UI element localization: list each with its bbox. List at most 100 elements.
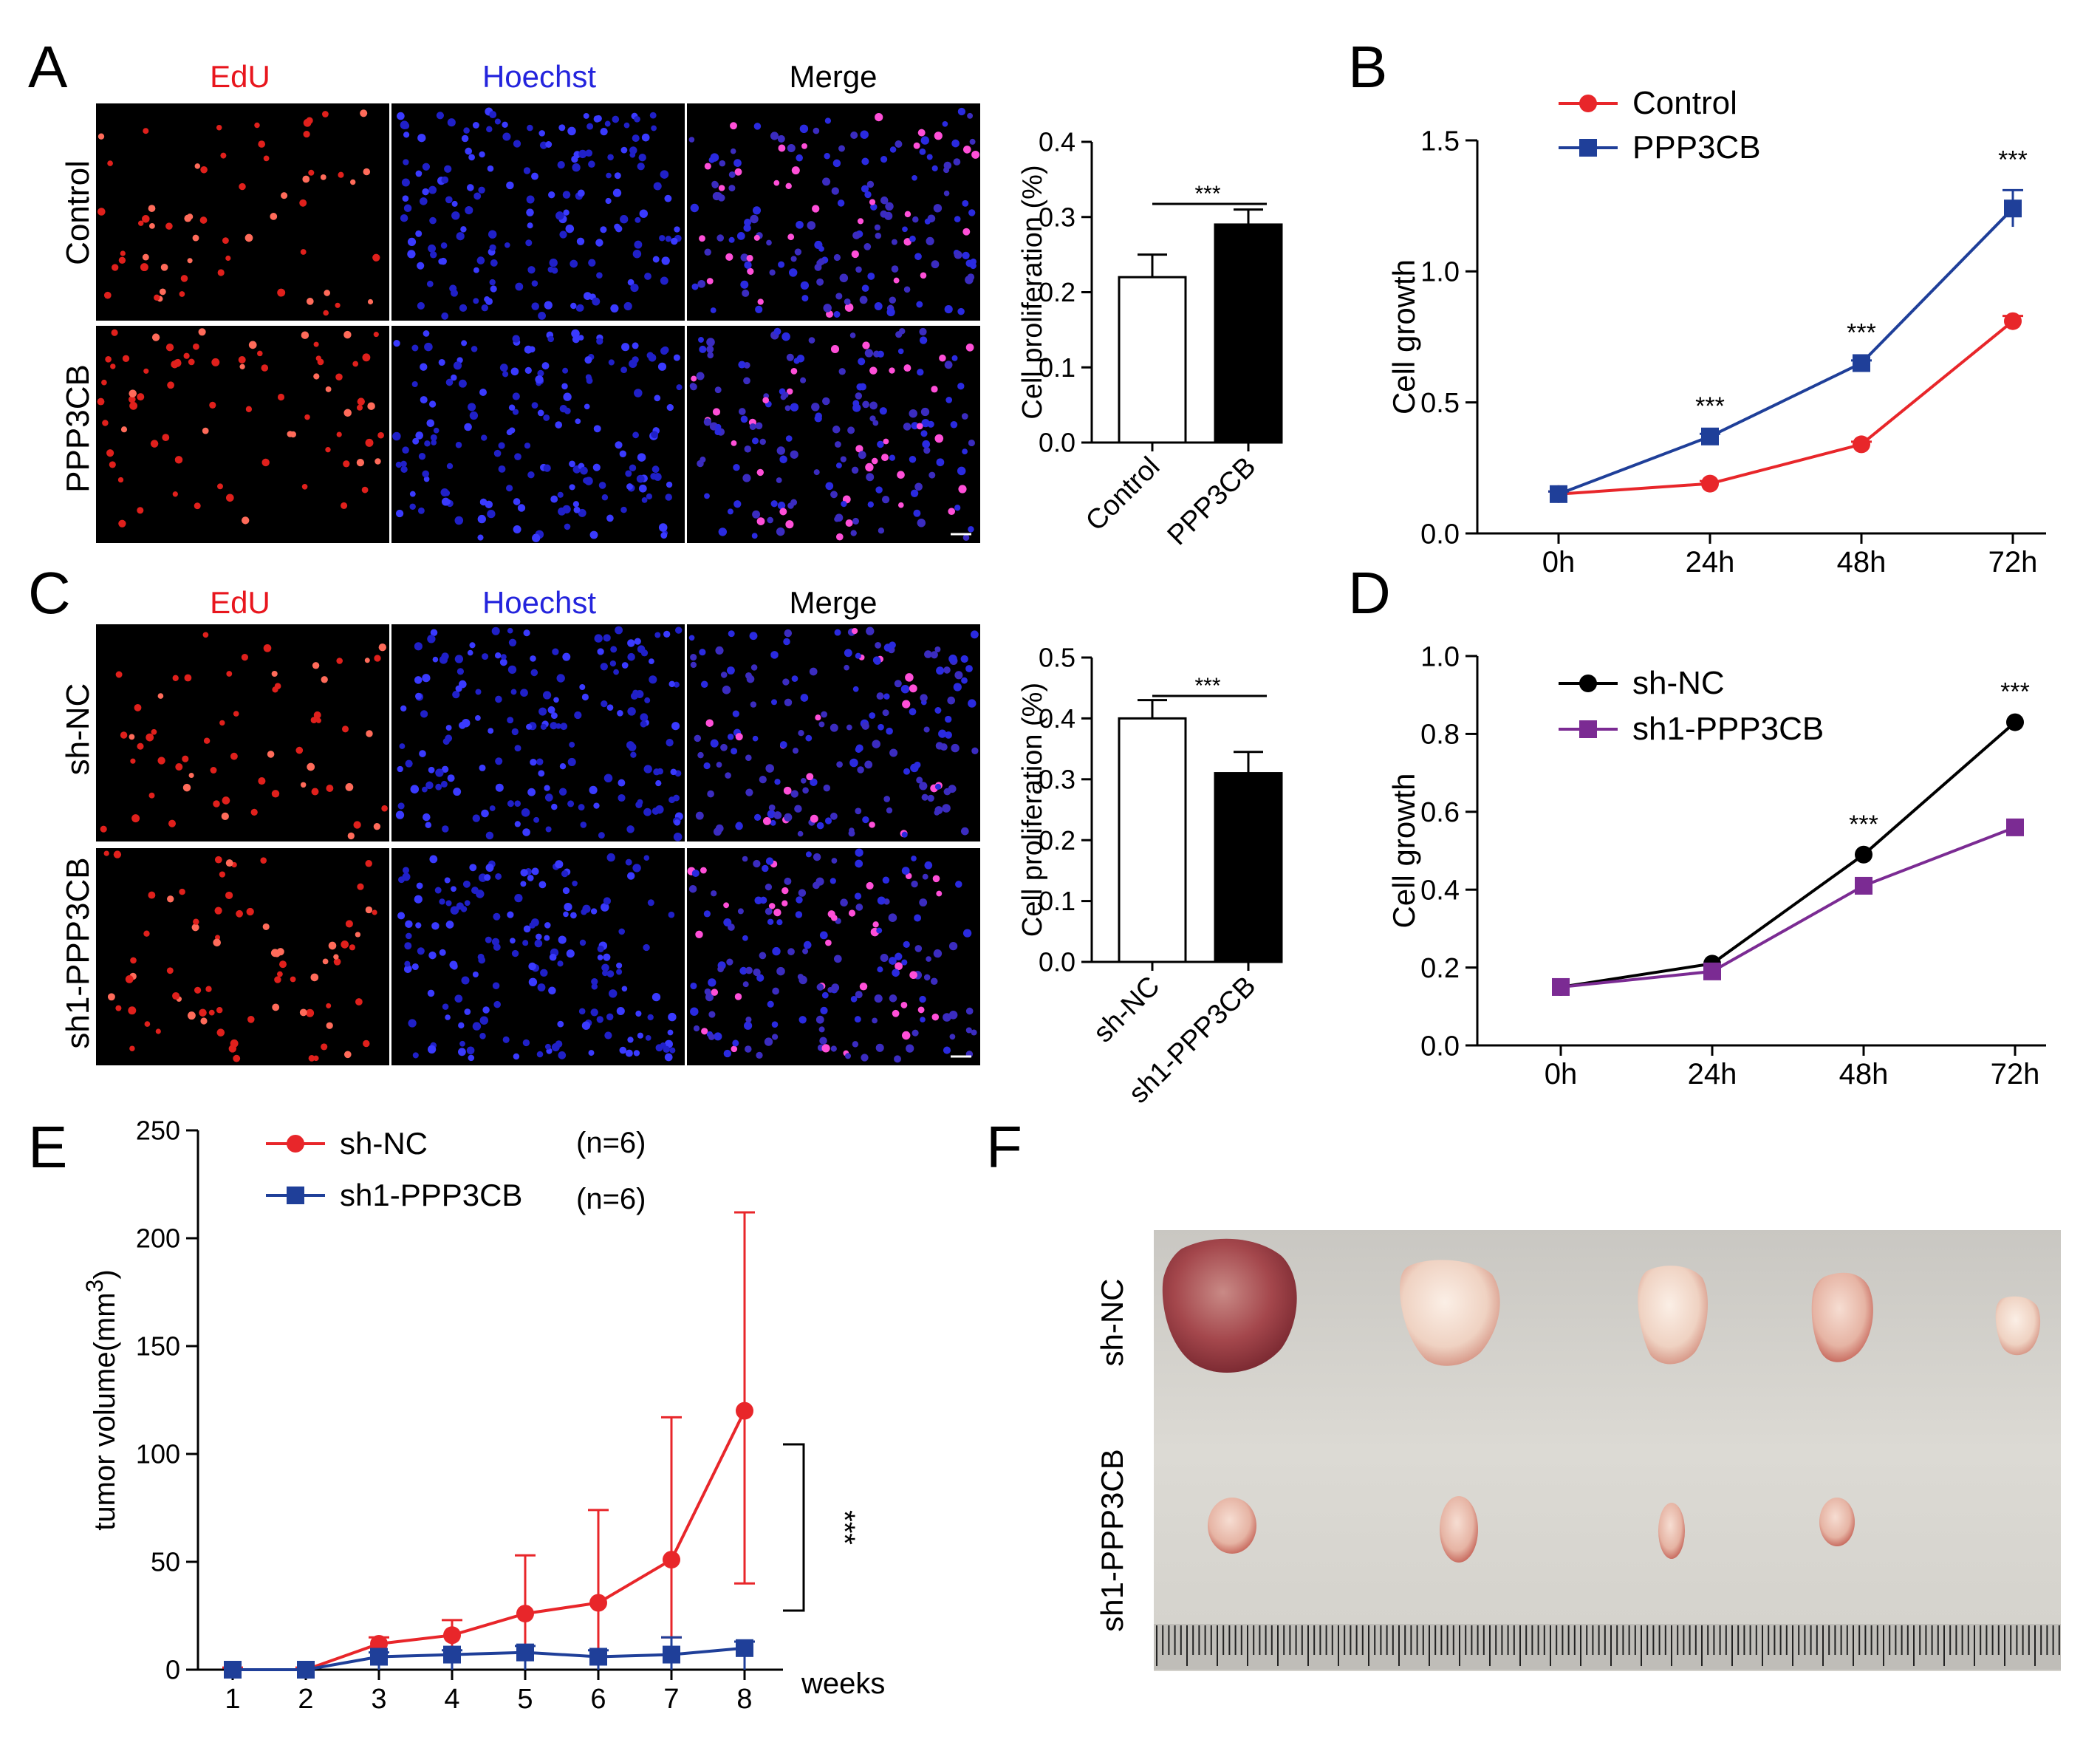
cell-dot — [216, 1028, 225, 1037]
cell-dot — [618, 779, 626, 787]
cell-dot — [490, 285, 497, 293]
cell-dot — [643, 808, 652, 816]
cell-dot — [787, 143, 796, 153]
cell-dot — [855, 808, 862, 815]
cell-dot — [819, 1037, 827, 1045]
cell-dot — [745, 966, 753, 974]
cell-dot — [481, 809, 489, 818]
cell-dot — [565, 224, 575, 233]
cell-dot — [945, 397, 953, 403]
cell-dot — [479, 389, 487, 396]
cell-dot — [414, 676, 423, 684]
cell-dot — [476, 256, 485, 264]
cell-dot — [593, 115, 601, 123]
cell-dot — [802, 787, 809, 794]
cell-dot — [883, 438, 889, 445]
cell-dot — [597, 648, 604, 655]
cell-dot — [225, 255, 231, 262]
cell-dot — [355, 932, 361, 938]
cell-dot — [162, 434, 170, 441]
cell-dot — [864, 349, 874, 358]
cell-dot — [230, 752, 238, 760]
cell-dot — [635, 801, 643, 808]
cell-dot — [538, 130, 545, 137]
cell-dot — [417, 507, 425, 514]
cell-dot — [198, 328, 206, 336]
cell-dot — [550, 495, 558, 503]
cell-dot — [461, 134, 469, 143]
cell-dot — [186, 214, 194, 220]
cell-dot — [412, 1052, 419, 1059]
cell-dot — [951, 355, 958, 361]
cell-dot — [752, 735, 759, 742]
cell-dot — [154, 294, 160, 301]
cell-dot — [363, 1039, 370, 1048]
x-tick-label: 1 — [225, 1684, 240, 1715]
cell-dot — [962, 146, 971, 154]
cell-dot — [745, 1045, 752, 1053]
cell-dot — [927, 420, 934, 428]
cell-dot — [942, 804, 951, 813]
cell-dot — [498, 442, 505, 449]
cell-dot — [325, 386, 332, 392]
cell-dot — [414, 692, 423, 700]
cell-dot — [800, 377, 807, 383]
cell-dot — [514, 453, 521, 461]
cell-dot — [759, 775, 767, 784]
cell-dot — [111, 329, 118, 336]
cell-dot — [544, 935, 550, 941]
cell-dot — [909, 684, 917, 693]
cell-dot — [816, 259, 824, 267]
cell-dot — [112, 264, 119, 271]
cell-dot — [441, 765, 449, 773]
cell-dot — [876, 927, 883, 934]
cell-dot — [651, 125, 657, 132]
cell-dot — [403, 159, 409, 165]
cell-dot — [800, 694, 809, 702]
cell-dot — [708, 978, 716, 987]
cell-dot — [614, 172, 621, 180]
cell-dot — [567, 800, 575, 808]
significance-stars: *** — [1847, 318, 1876, 346]
cell-dot — [664, 1053, 673, 1062]
series-line-sh1-ppp3cb — [1560, 826, 2016, 989]
cell-dot — [128, 395, 136, 403]
cell-dot — [674, 226, 680, 233]
significance-stars: *** — [828, 1510, 861, 1545]
cell-dot — [773, 908, 781, 917]
cell-dot — [100, 825, 107, 833]
cell-dot — [710, 739, 719, 748]
cell-dot — [666, 481, 673, 488]
cell-dot — [531, 402, 538, 409]
cell-dot — [637, 163, 645, 171]
cell-dot — [168, 819, 177, 827]
cell-dot — [509, 427, 516, 434]
cell-dot — [965, 665, 973, 672]
cell-dot — [423, 476, 430, 482]
cell-dot — [889, 454, 896, 461]
cell-dot — [254, 122, 260, 129]
cell-dot — [295, 746, 304, 754]
cell-dot — [743, 224, 751, 232]
cell-dot — [784, 629, 793, 638]
cell-dot — [708, 1011, 716, 1018]
cell-dot — [776, 527, 785, 536]
cell-dot — [451, 289, 458, 297]
cell-dot — [570, 259, 578, 268]
cell-dot — [445, 499, 451, 505]
cell-dot — [883, 796, 891, 802]
cell-dot — [471, 346, 478, 352]
cell-dot — [711, 890, 717, 897]
col-label-merge: Merge — [789, 59, 877, 94]
cell-dot — [957, 307, 965, 315]
cell-dot — [415, 431, 424, 440]
data-point — [370, 1648, 388, 1666]
cell-dot — [753, 813, 762, 822]
cell-dot — [607, 154, 614, 161]
cell-dot — [187, 258, 193, 264]
cell-dot — [744, 219, 751, 226]
cell-dot — [860, 130, 869, 139]
cell-dot — [962, 534, 970, 541]
